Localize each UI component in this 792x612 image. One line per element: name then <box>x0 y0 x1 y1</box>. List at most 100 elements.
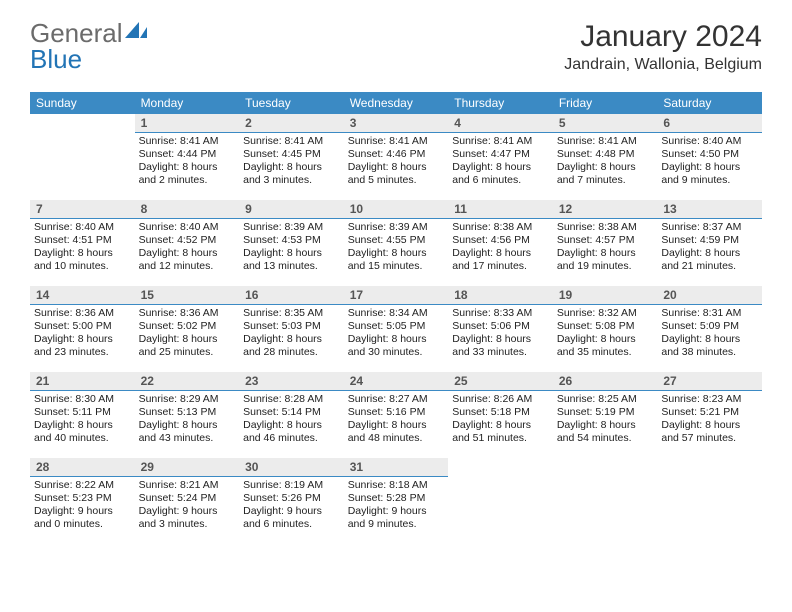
day-details: Sunrise: 8:36 AMSunset: 5:00 PMDaylight:… <box>30 305 135 364</box>
daylight-text: Daylight: 9 hours and 9 minutes. <box>348 505 445 531</box>
daylight-text: Daylight: 8 hours and 40 minutes. <box>34 419 131 445</box>
sunrise-text: Sunrise: 8:37 AM <box>661 221 758 234</box>
sunrise-text: Sunrise: 8:35 AM <box>243 307 340 320</box>
sunrise-text: Sunrise: 8:32 AM <box>557 307 654 320</box>
day-number: 31 <box>344 458 449 477</box>
logo-word-blue: Blue <box>30 44 82 74</box>
sunrise-text: Sunrise: 8:38 AM <box>557 221 654 234</box>
day-number: 2 <box>239 114 344 133</box>
day-header: Monday <box>135 92 240 114</box>
day-number: 17 <box>344 286 449 305</box>
sunrise-text: Sunrise: 8:36 AM <box>139 307 236 320</box>
sunset-text: Sunset: 4:45 PM <box>243 148 340 161</box>
day-number: 26 <box>553 372 658 391</box>
calendar-cell: 28Sunrise: 8:22 AMSunset: 5:23 PMDayligh… <box>30 458 135 544</box>
day-number: 30 <box>239 458 344 477</box>
sunset-text: Sunset: 5:13 PM <box>139 406 236 419</box>
calendar-cell: 14Sunrise: 8:36 AMSunset: 5:00 PMDayligh… <box>30 286 135 372</box>
day-number: 22 <box>135 372 240 391</box>
calendar-cell: 3Sunrise: 8:41 AMSunset: 4:46 PMDaylight… <box>344 114 449 200</box>
calendar-cell: 23Sunrise: 8:28 AMSunset: 5:14 PMDayligh… <box>239 372 344 458</box>
logo: GeneralBlue <box>30 20 147 72</box>
daylight-text: Daylight: 8 hours and 46 minutes. <box>243 419 340 445</box>
sunset-text: Sunset: 5:02 PM <box>139 320 236 333</box>
sunrise-text: Sunrise: 8:29 AM <box>139 393 236 406</box>
sunset-text: Sunset: 5:03 PM <box>243 320 340 333</box>
day-details: Sunrise: 8:40 AMSunset: 4:51 PMDaylight:… <box>30 219 135 278</box>
sunrise-text: Sunrise: 8:39 AM <box>348 221 445 234</box>
day-number: 4 <box>448 114 553 133</box>
day-details: Sunrise: 8:41 AMSunset: 4:46 PMDaylight:… <box>344 133 449 192</box>
day-details: Sunrise: 8:39 AMSunset: 4:53 PMDaylight:… <box>239 219 344 278</box>
calendar-cell <box>30 114 135 200</box>
sunrise-text: Sunrise: 8:23 AM <box>661 393 758 406</box>
day-number: 5 <box>553 114 658 133</box>
calendar-body: 1Sunrise: 8:41 AMSunset: 4:44 PMDaylight… <box>30 114 762 544</box>
sunset-text: Sunset: 4:46 PM <box>348 148 445 161</box>
sunset-text: Sunset: 5:24 PM <box>139 492 236 505</box>
day-details: Sunrise: 8:25 AMSunset: 5:19 PMDaylight:… <box>553 391 658 450</box>
daylight-text: Daylight: 9 hours and 3 minutes. <box>139 505 236 531</box>
daylight-text: Daylight: 8 hours and 35 minutes. <box>557 333 654 359</box>
calendar-table: SundayMondayTuesdayWednesdayThursdayFrid… <box>30 92 762 544</box>
calendar-cell: 15Sunrise: 8:36 AMSunset: 5:02 PMDayligh… <box>135 286 240 372</box>
day-number: 12 <box>553 200 658 219</box>
calendar-cell: 5Sunrise: 8:41 AMSunset: 4:48 PMDaylight… <box>553 114 658 200</box>
daylight-text: Daylight: 8 hours and 23 minutes. <box>34 333 131 359</box>
day-number: 3 <box>344 114 449 133</box>
daylight-text: Daylight: 8 hours and 48 minutes. <box>348 419 445 445</box>
sunset-text: Sunset: 4:47 PM <box>452 148 549 161</box>
daylight-text: Daylight: 8 hours and 43 minutes. <box>139 419 236 445</box>
calendar-cell: 21Sunrise: 8:30 AMSunset: 5:11 PMDayligh… <box>30 372 135 458</box>
sunrise-text: Sunrise: 8:41 AM <box>557 135 654 148</box>
calendar-row: 28Sunrise: 8:22 AMSunset: 5:23 PMDayligh… <box>30 458 762 544</box>
sunrise-text: Sunrise: 8:39 AM <box>243 221 340 234</box>
sunset-text: Sunset: 4:48 PM <box>557 148 654 161</box>
sunset-text: Sunset: 5:14 PM <box>243 406 340 419</box>
day-details: Sunrise: 8:35 AMSunset: 5:03 PMDaylight:… <box>239 305 344 364</box>
day-number: 16 <box>239 286 344 305</box>
day-number: 6 <box>657 114 762 133</box>
day-header: Wednesday <box>344 92 449 114</box>
sunset-text: Sunset: 5:06 PM <box>452 320 549 333</box>
day-details: Sunrise: 8:22 AMSunset: 5:23 PMDaylight:… <box>30 477 135 536</box>
sunrise-text: Sunrise: 8:27 AM <box>348 393 445 406</box>
sunset-text: Sunset: 5:08 PM <box>557 320 654 333</box>
calendar-cell: 6Sunrise: 8:40 AMSunset: 4:50 PMDaylight… <box>657 114 762 200</box>
sunrise-text: Sunrise: 8:40 AM <box>34 221 131 234</box>
day-number: 9 <box>239 200 344 219</box>
sunset-text: Sunset: 5:09 PM <box>661 320 758 333</box>
calendar-cell: 1Sunrise: 8:41 AMSunset: 4:44 PMDaylight… <box>135 114 240 200</box>
day-details: Sunrise: 8:40 AMSunset: 4:52 PMDaylight:… <box>135 219 240 278</box>
sunset-text: Sunset: 4:53 PM <box>243 234 340 247</box>
sunrise-text: Sunrise: 8:40 AM <box>661 135 758 148</box>
sunset-text: Sunset: 4:55 PM <box>348 234 445 247</box>
daylight-text: Daylight: 8 hours and 30 minutes. <box>348 333 445 359</box>
day-details: Sunrise: 8:19 AMSunset: 5:26 PMDaylight:… <box>239 477 344 536</box>
sunrise-text: Sunrise: 8:26 AM <box>452 393 549 406</box>
sunset-text: Sunset: 4:59 PM <box>661 234 758 247</box>
daylight-text: Daylight: 8 hours and 15 minutes. <box>348 247 445 273</box>
day-number: 23 <box>239 372 344 391</box>
daylight-text: Daylight: 8 hours and 17 minutes. <box>452 247 549 273</box>
daylight-text: Daylight: 8 hours and 33 minutes. <box>452 333 549 359</box>
sunset-text: Sunset: 4:56 PM <box>452 234 549 247</box>
calendar-cell: 12Sunrise: 8:38 AMSunset: 4:57 PMDayligh… <box>553 200 658 286</box>
daylight-text: Daylight: 8 hours and 54 minutes. <box>557 419 654 445</box>
daylight-text: Daylight: 8 hours and 2 minutes. <box>139 161 236 187</box>
day-number: 28 <box>30 458 135 477</box>
calendar-row: 14Sunrise: 8:36 AMSunset: 5:00 PMDayligh… <box>30 286 762 372</box>
daylight-text: Daylight: 9 hours and 0 minutes. <box>34 505 131 531</box>
sunrise-text: Sunrise: 8:40 AM <box>139 221 236 234</box>
sunset-text: Sunset: 4:44 PM <box>139 148 236 161</box>
calendar-row: 7Sunrise: 8:40 AMSunset: 4:51 PMDaylight… <box>30 200 762 286</box>
calendar-row: 21Sunrise: 8:30 AMSunset: 5:11 PMDayligh… <box>30 372 762 458</box>
calendar-cell: 26Sunrise: 8:25 AMSunset: 5:19 PMDayligh… <box>553 372 658 458</box>
sunset-text: Sunset: 5:21 PM <box>661 406 758 419</box>
day-details: Sunrise: 8:31 AMSunset: 5:09 PMDaylight:… <box>657 305 762 364</box>
sunset-text: Sunset: 4:52 PM <box>139 234 236 247</box>
sunrise-text: Sunrise: 8:19 AM <box>243 479 340 492</box>
calendar-cell: 22 Sunrise: 8:29 AMSunset: 5:13 PMDayligh… <box>135 372 240 458</box>
day-details: Sunrise: 8:40 AMSunset: 4:50 PMDaylight:… <box>657 133 762 192</box>
calendar-cell: 29Sunrise: 8:21 AMSunset: 5:24 PMDayligh… <box>135 458 240 544</box>
